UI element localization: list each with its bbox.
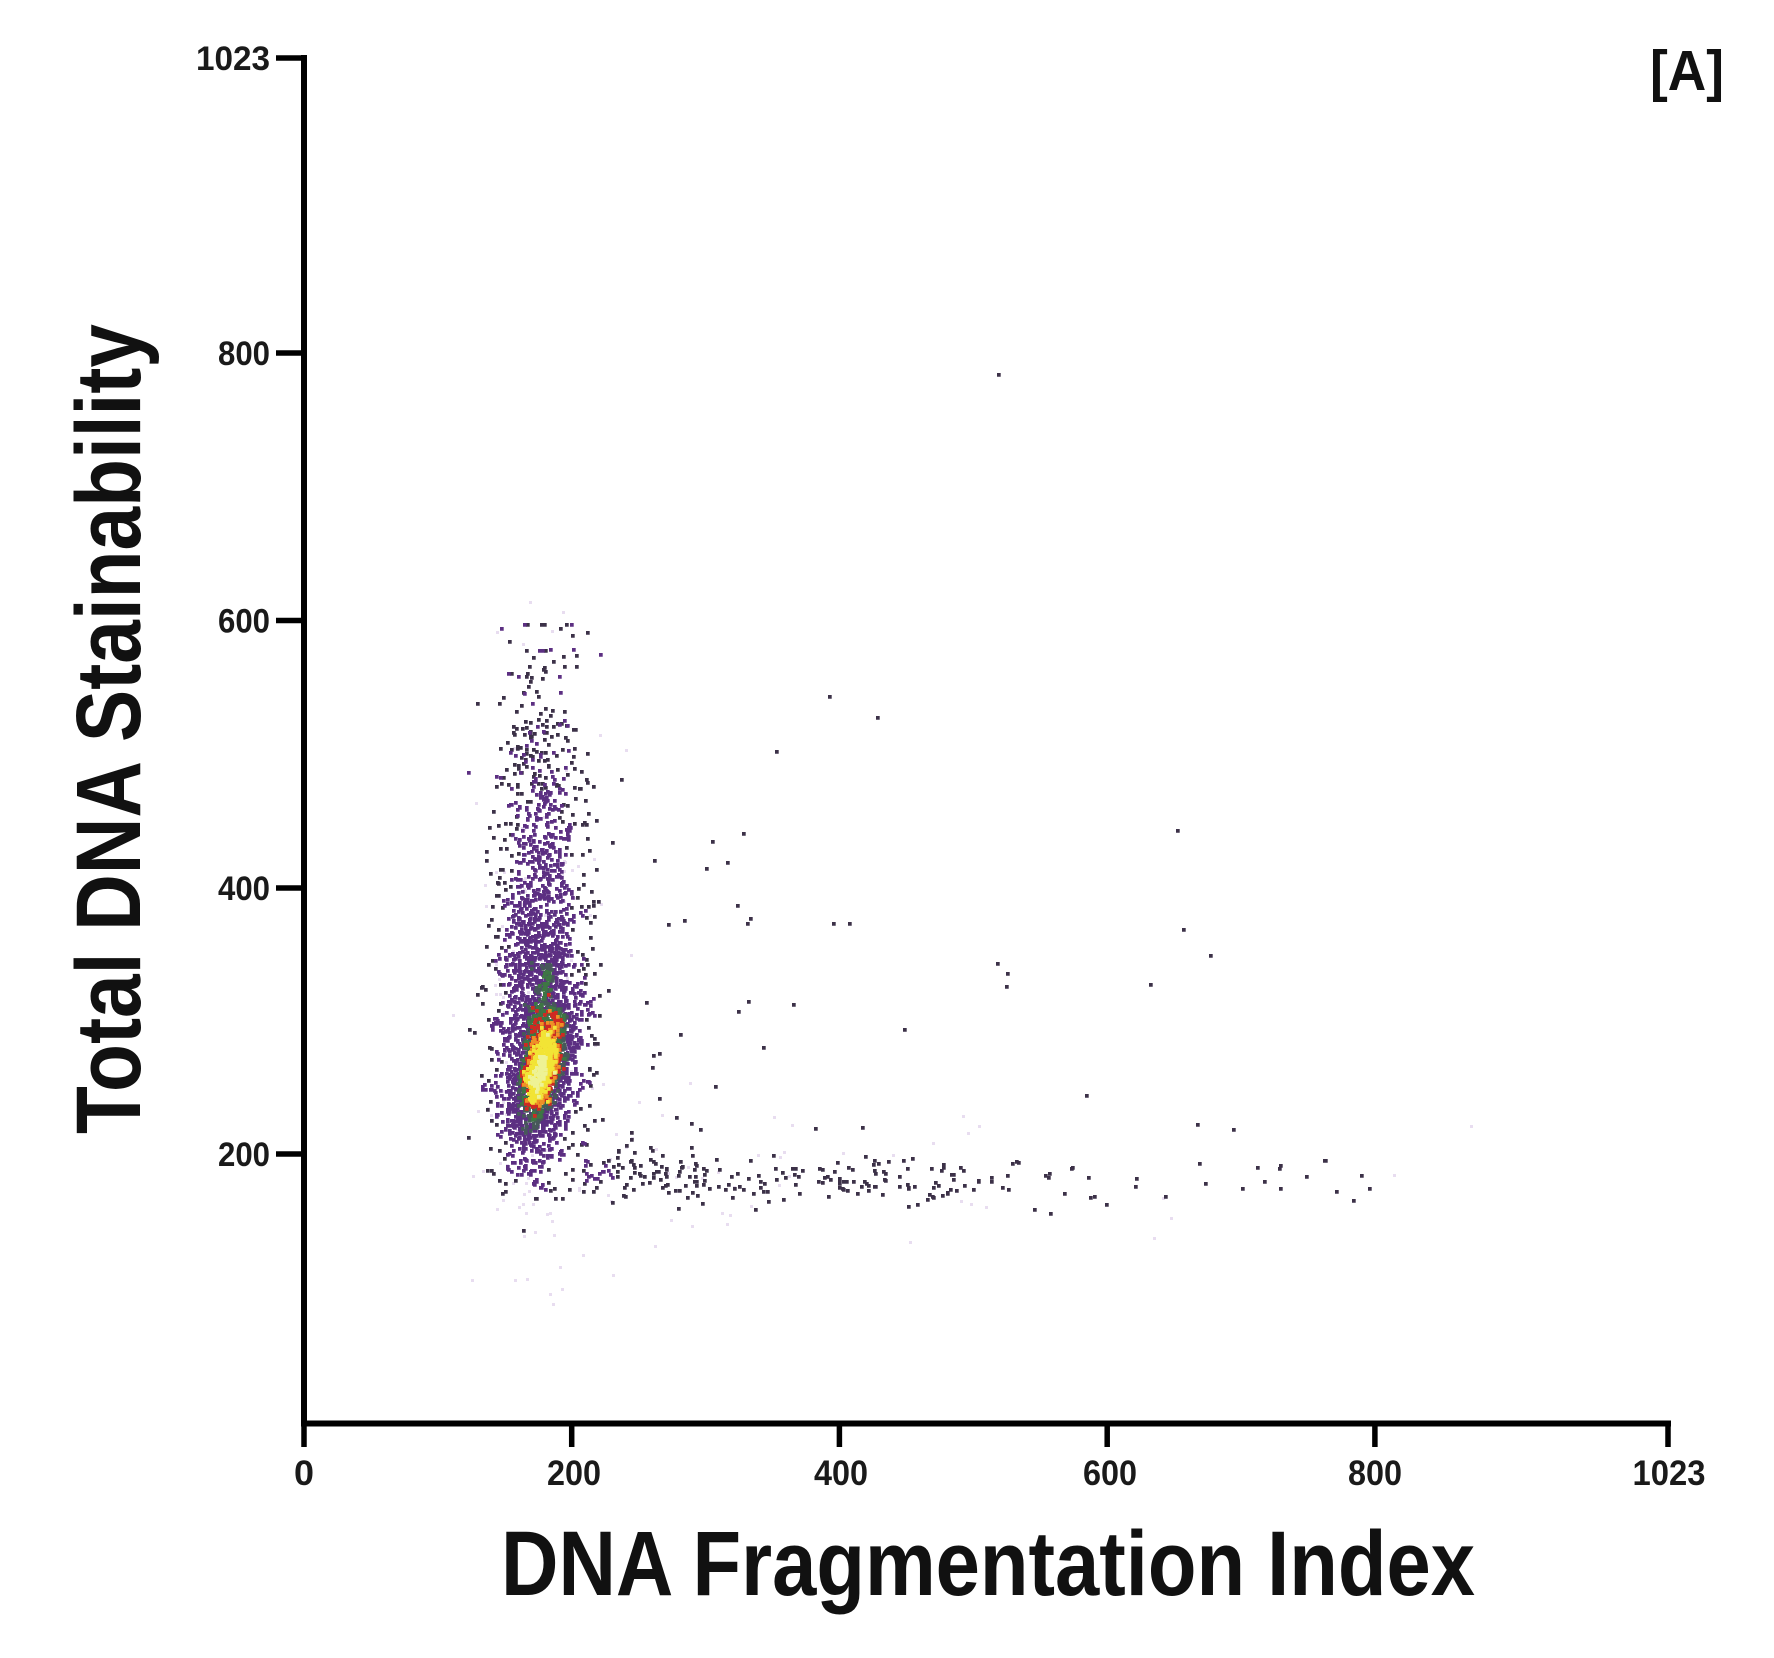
svg-text:DNA Fragmentation Index: DNA Fragmentation Index bbox=[501, 1513, 1475, 1615]
svg-text:Total DNA Stainability: Total DNA Stainability bbox=[58, 324, 160, 1134]
svg-text:800: 800 bbox=[218, 335, 270, 373]
svg-text:1023: 1023 bbox=[1633, 1453, 1706, 1493]
svg-text:800: 800 bbox=[1348, 1453, 1402, 1493]
svg-text:[A]: [A] bbox=[1650, 39, 1724, 103]
svg-text:600: 600 bbox=[218, 603, 270, 641]
svg-text:0: 0 bbox=[294, 1453, 314, 1493]
svg-text:400: 400 bbox=[218, 870, 270, 908]
svg-text:600: 600 bbox=[1083, 1453, 1137, 1493]
svg-text:1023: 1023 bbox=[196, 40, 270, 78]
svg-text:200: 200 bbox=[547, 1453, 601, 1493]
svg-text:200: 200 bbox=[218, 1136, 270, 1174]
svg-text:400: 400 bbox=[814, 1453, 868, 1493]
